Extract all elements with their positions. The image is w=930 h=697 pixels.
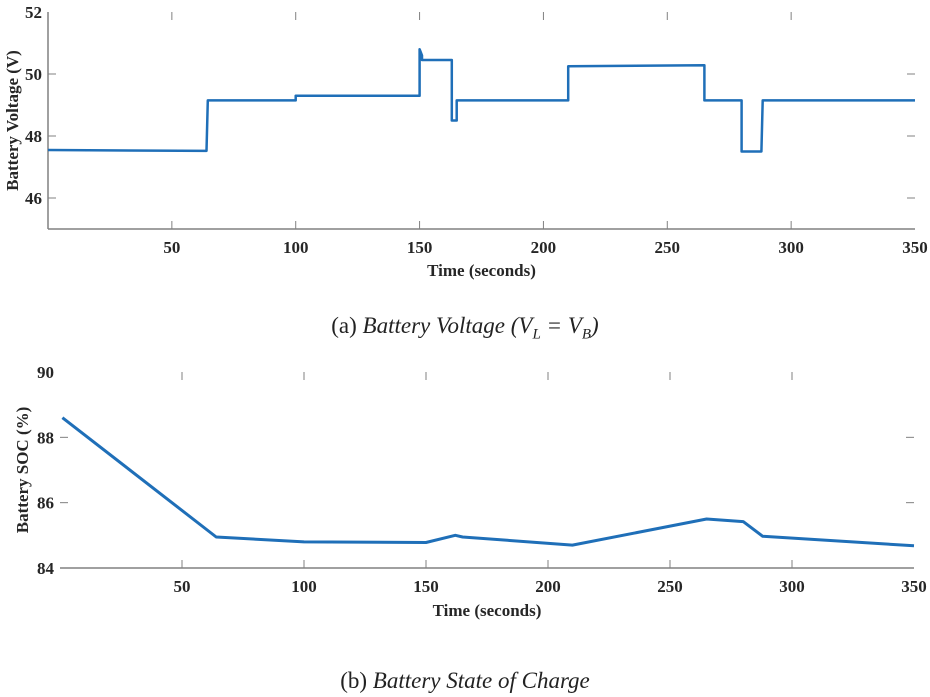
x-axis-label: Time (seconds): [433, 601, 542, 620]
caption-a-math: (V: [510, 313, 533, 338]
caption-b-prefix: (b): [340, 668, 368, 693]
caption-a-math-close: ): [591, 313, 599, 338]
caption-a-prefix: (a): [331, 313, 357, 338]
y-tick-label: 48: [25, 127, 42, 146]
caption-a-title: Battery Voltage: [362, 313, 505, 338]
y-tick-label: 86: [37, 494, 54, 513]
x-tick-label: 200: [535, 577, 561, 596]
y-tick-label: 50: [25, 65, 42, 84]
x-tick-label: 350: [902, 238, 928, 257]
caption-b-title: Battery State of Charge: [372, 668, 590, 693]
y-tick-label: 88: [37, 428, 54, 447]
x-tick-label: 250: [657, 577, 683, 596]
x-tick-label: 100: [291, 577, 317, 596]
x-tick-label: 150: [407, 238, 433, 257]
caption-a-math-eq: = V: [540, 313, 582, 338]
caption-a: (a) Battery Voltage (VL = VB): [0, 313, 930, 344]
x-tick-label: 350: [901, 577, 927, 596]
x-tick-label: 300: [779, 577, 805, 596]
x-tick-label: 100: [283, 238, 309, 257]
x-tick-label: 50: [163, 238, 180, 257]
y-tick-label: 52: [25, 3, 42, 22]
y-tick-label: 84: [37, 559, 55, 578]
caption-a-sub-b: B: [581, 326, 592, 343]
caption-b: (b) Battery State of Charge: [0, 668, 930, 694]
y-axis-label: Battery SOC (%): [13, 407, 32, 534]
y-tick-label: 46: [25, 189, 42, 208]
x-tick-label: 50: [174, 577, 191, 596]
y-tick-label: 90: [37, 363, 54, 382]
caption-a-sub-l: L: [532, 326, 541, 343]
x-tick-label: 250: [655, 238, 681, 257]
x-tick-label: 200: [531, 238, 557, 257]
x-axis-label: Time (seconds): [427, 261, 536, 280]
x-tick-label: 300: [778, 238, 804, 257]
y-axis-label: Battery Voltage (V): [3, 50, 22, 191]
soc-series-line: [61, 416, 915, 548]
voltage-series-line: [47, 47, 915, 153]
x-tick-label: 150: [413, 577, 439, 596]
